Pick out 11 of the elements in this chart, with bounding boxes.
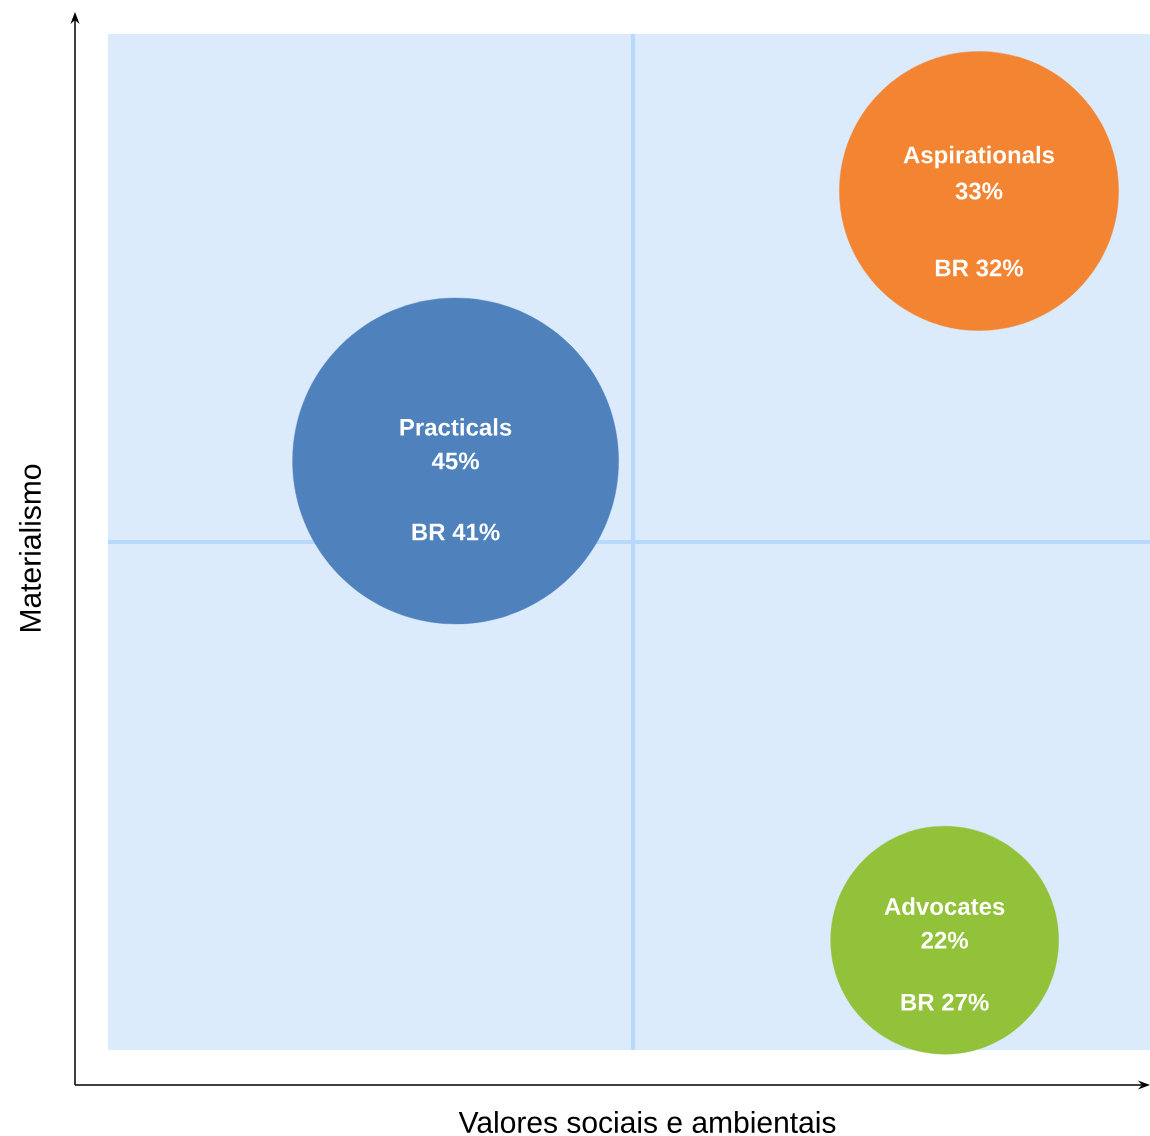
text: BR 27% — [901, 993, 989, 1011]
text: Valores sociais e ambientais — [458, 1111, 836, 1134]
data-label: 45% — [431, 452, 479, 470]
data-label: 22% — [921, 931, 969, 949]
text: BR 32% — [935, 259, 1023, 277]
text: Materialismo — [18, 464, 41, 632]
category-label: Advocates — [884, 897, 1005, 915]
category-label: Practicals — [400, 418, 512, 436]
text: BR 41% — [412, 523, 500, 541]
data-label: 33% — [955, 182, 1003, 200]
category-label: Aspirationals — [903, 145, 1055, 169]
